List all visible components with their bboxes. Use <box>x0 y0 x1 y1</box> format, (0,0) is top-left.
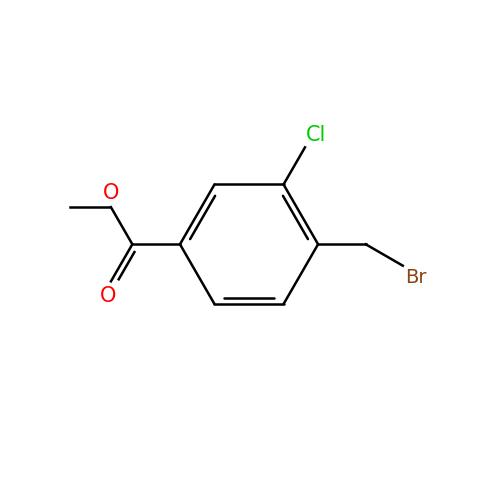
Text: O: O <box>101 286 117 306</box>
Text: O: O <box>103 183 119 203</box>
Text: Br: Br <box>405 268 427 287</box>
Text: Cl: Cl <box>306 125 326 145</box>
